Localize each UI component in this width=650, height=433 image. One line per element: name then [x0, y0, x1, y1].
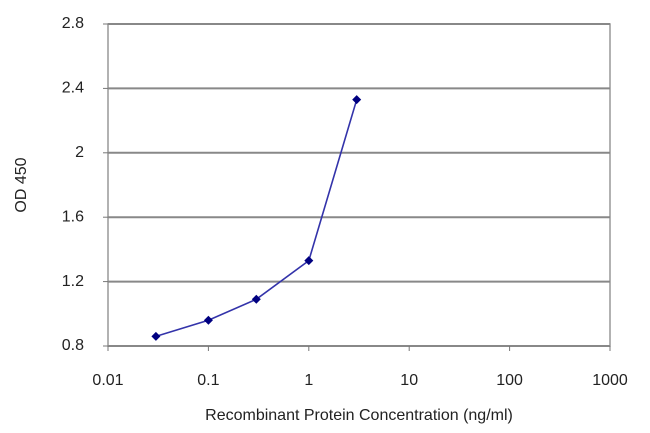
data-point — [151, 331, 161, 341]
x-tick-label: 10 — [400, 372, 418, 389]
x-tick-label: 0.1 — [197, 372, 219, 389]
y-tick-label: 2.8 — [62, 15, 84, 32]
x-tick-label: 0.01 — [92, 372, 123, 389]
data-point — [251, 294, 261, 304]
data-point — [304, 256, 314, 266]
y-tick-label: 2.4 — [62, 80, 84, 97]
plot-area — [107, 23, 611, 347]
y-tick-label: 2 — [75, 144, 84, 161]
y-tick-label: 1.2 — [62, 273, 84, 290]
x-axis-title: Recombinant Protein Concentration (ng/ml… — [205, 407, 513, 424]
data-point — [203, 315, 213, 325]
x-tick-label: 1 — [304, 372, 313, 389]
x-tick-label: 100 — [496, 372, 523, 389]
y-axis-title: OD 450 — [13, 157, 30, 212]
y-tick-label: 1.6 — [62, 208, 84, 225]
y-tick-label: 0.8 — [62, 337, 84, 354]
data-point — [352, 95, 362, 105]
x-tick-label: 1000 — [592, 372, 628, 389]
